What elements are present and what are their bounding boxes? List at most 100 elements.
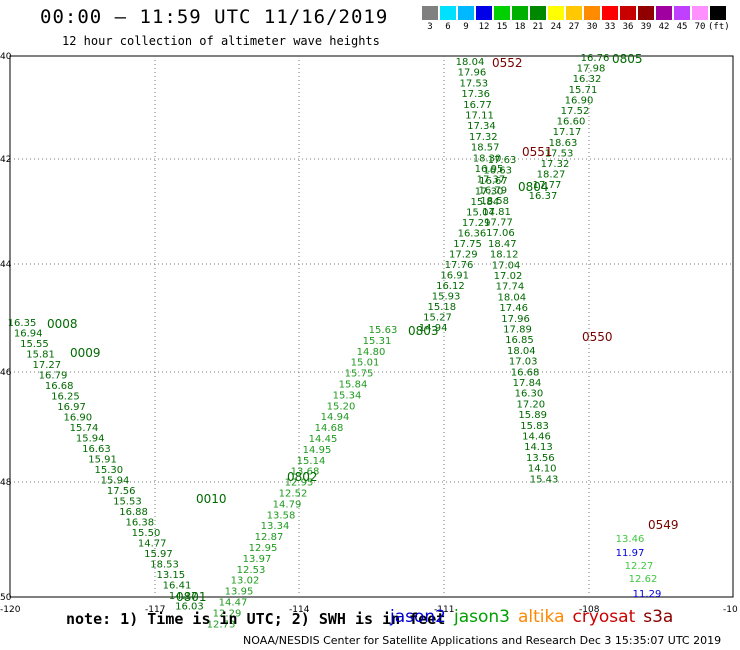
wave-height-value: 18.57: [471, 143, 500, 154]
wave-height-value: 16.76: [581, 53, 610, 64]
wave-height-value: 17.77: [533, 180, 562, 191]
legend-item-jason2: jason2: [390, 607, 446, 627]
wave-height-value: 14.94: [321, 412, 350, 423]
color-scale-label: 24: [550, 22, 562, 32]
color-scale-label: 39: [640, 22, 652, 32]
wave-height-value: 13.68: [291, 467, 320, 478]
color-scale-label: 42: [658, 22, 670, 32]
pass-time-label: 0801: [176, 590, 207, 604]
wave-height-value: 13.58: [267, 510, 296, 521]
wave-height-value: 11.29: [633, 589, 662, 600]
color-swatch: [440, 6, 456, 20]
wave-height-value: 17.34: [467, 121, 496, 132]
color-swatch: [566, 6, 582, 20]
wave-height-value: 14.47: [219, 598, 248, 609]
wave-height-value: 18.47: [488, 239, 517, 250]
wave-height-value: 16.25: [51, 392, 80, 403]
wave-height-value: 16.32: [573, 74, 602, 85]
satellite-legend: jason2 jason3 altika cryosat s3a: [390, 607, 681, 627]
color-scale-label: 30: [586, 22, 598, 32]
color-scale-label: 45: [676, 22, 688, 32]
wave-height-value: 13.34: [261, 521, 290, 532]
wave-height-value: 17.89: [503, 325, 532, 336]
color-swatch: [710, 6, 726, 20]
pass-time-label: 0804: [518, 180, 549, 194]
wave-height-value: 15.27: [423, 313, 452, 324]
color-scale-label: 18: [514, 22, 526, 32]
legend-item-cryosat: cryosat: [572, 607, 636, 627]
wave-height-value: 16.90: [565, 95, 594, 106]
wave-height-value: 13.46: [616, 534, 645, 545]
wave-height-value: 15.01: [351, 358, 380, 369]
lon-tick-label: -111: [434, 605, 454, 615]
wave-height-value: 16.68: [511, 367, 540, 378]
wave-height-value: 14.13: [524, 442, 553, 453]
lat-tick-label: 46: [0, 368, 12, 378]
wave-height-value: 17.63: [488, 155, 517, 166]
wave-height-value: 16.35: [8, 318, 37, 329]
wave-height-value: 16.63: [483, 166, 512, 177]
color-swatch: [458, 6, 474, 20]
wave-height-value: 14.79: [273, 499, 302, 510]
wave-height-value: 12.27: [625, 561, 654, 572]
wave-height-value: 16.91: [440, 271, 469, 282]
wave-height-value: 17.29: [462, 218, 491, 229]
wave-height-value: 16.85: [505, 335, 534, 346]
wave-height-value: 11.97: [616, 548, 645, 559]
color-swatch: [512, 6, 528, 20]
wave-height-value: 18.63: [549, 138, 578, 149]
wave-height-value: 17.37: [477, 175, 506, 186]
wave-height-value: 12.29: [213, 608, 242, 619]
legend-item-s3a: s3a: [643, 607, 674, 627]
wave-height-value: 18.27: [537, 170, 566, 181]
wave-height-value: 16.37: [529, 191, 558, 202]
wave-height-value: 16.38: [125, 518, 154, 529]
wave-height-value: 15.18: [427, 302, 456, 313]
wave-height-value: 16.94: [14, 329, 43, 340]
wave-height-value: 17.98: [577, 64, 606, 75]
wave-height-value: 18.53: [150, 560, 179, 571]
wave-height-value: 17.74: [496, 282, 525, 293]
wave-height-value: 15.94: [101, 476, 130, 487]
wave-height-value: 15.55: [20, 339, 49, 350]
wave-height-value: 16.88: [119, 507, 148, 518]
wave-height-value: 16.60: [557, 117, 586, 128]
color-swatch: [494, 6, 510, 20]
page-subtitle: 12 hour collection of altimeter wave hei…: [62, 34, 380, 48]
color-scale-label: 70: [694, 22, 706, 32]
wave-height-value: 12.62: [629, 574, 658, 585]
color-scale-label: 12: [478, 22, 490, 32]
pass-time-label: 0008: [47, 317, 78, 331]
wave-height-value: 18.04: [456, 57, 485, 68]
wave-height-value: 14.77: [138, 539, 167, 550]
pass-time-label: 0802: [287, 470, 318, 484]
pass-time-label: 0550: [582, 330, 613, 344]
pass-time-label: 0805: [612, 52, 643, 66]
lon-tick-label: -114: [289, 605, 310, 615]
color-swatch: [656, 6, 672, 20]
wave-height-value: 17.52: [561, 106, 590, 117]
wave-height-value: 17.29: [449, 250, 478, 261]
wave-height-value: 13.15: [156, 570, 185, 581]
wave-height-value: 17.27: [32, 360, 61, 371]
wave-height-value: 17.76: [445, 260, 474, 271]
wave-height-value: 16.30: [515, 389, 544, 400]
wave-height-value: 15.84: [339, 380, 368, 391]
page-title: 00:00 – 11:59 UTC 11/16/2019: [40, 6, 389, 28]
wave-height-value: 15.81: [26, 350, 55, 361]
wave-height-value: 14.46: [522, 432, 551, 443]
wave-height-value: 16.12: [436, 281, 465, 292]
wave-height-value: 13.02: [231, 576, 260, 587]
wave-height-value: 16.97: [57, 402, 86, 413]
wave-height-value: 16.41: [163, 581, 192, 592]
color-scale-label: 3: [427, 22, 433, 32]
wave-height-value: 15.91: [88, 455, 117, 466]
wave-height-value: 16.77: [463, 100, 492, 111]
wave-height-value: 18.30: [473, 153, 502, 164]
wave-height-value: 16.36: [458, 229, 487, 240]
lat-tick-label: 40: [0, 52, 12, 62]
lon-tick-label: -120: [0, 605, 21, 615]
legend-item-altika: altika: [518, 607, 565, 627]
lat-tick-label: 50: [0, 593, 12, 603]
